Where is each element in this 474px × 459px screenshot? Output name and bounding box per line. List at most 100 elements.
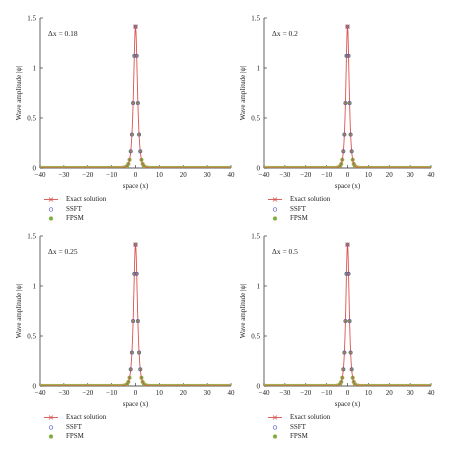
ssft-point	[134, 53, 139, 58]
ssft-point	[349, 149, 354, 154]
dx-annotation: Δx = 0.25	[48, 247, 78, 256]
ssft-point	[128, 149, 133, 154]
x-axis-label: space (x)	[123, 400, 149, 408]
series-ssft	[341, 242, 354, 372]
ssft-marker-icon	[268, 205, 282, 214]
x-tick-label: −20	[82, 171, 93, 179]
series-fpsm	[40, 242, 231, 386]
x-tick-label: 20	[180, 171, 188, 179]
exact-solution-swatch-icon	[268, 413, 282, 422]
ssft-point	[348, 350, 353, 355]
x-tick-label: 30	[204, 389, 212, 397]
x-tick-label: −20	[82, 389, 93, 397]
exact-solution-line	[264, 244, 431, 386]
dx-annotation: Δx = 0.2	[272, 29, 298, 38]
x-tick-label: 10	[365, 389, 373, 397]
series-ssft	[128, 24, 143, 154]
ssft-point	[134, 271, 139, 276]
legend-label: Exact solution	[290, 195, 331, 203]
ssft-point	[345, 24, 350, 29]
x-tick-label: 20	[386, 171, 394, 179]
x-tick-label: 10	[156, 389, 164, 397]
y-tick-label: 0	[257, 383, 261, 391]
legend-label: SSFT	[290, 422, 306, 431]
ssft-point	[342, 132, 347, 137]
x-tick-label: −30	[58, 389, 69, 397]
ssft-point	[132, 53, 137, 58]
exact-solution-line	[40, 26, 231, 168]
x-tick-label: −40	[259, 389, 270, 397]
ssft-point	[343, 319, 348, 323]
ssft-point	[137, 132, 141, 137]
ssft-point	[348, 132, 353, 137]
exact-solution-swatch-icon	[268, 195, 282, 204]
y-tick-label: 1	[257, 65, 261, 73]
legend-label: Exact solution	[290, 413, 331, 421]
fpsm-point	[228, 383, 231, 386]
ssft-marker-icon	[44, 205, 58, 214]
x-tick-label: 0	[346, 389, 350, 397]
fpsm-marker-icon	[44, 214, 58, 223]
y-axis-label: Wave amplitude |ψ|	[239, 284, 247, 338]
ssft-point	[130, 350, 134, 355]
legend-label: Exact solution	[66, 413, 107, 421]
ssft-point	[131, 319, 136, 323]
series-fpsm	[264, 242, 431, 386]
x-axis-label: space (x)	[335, 182, 361, 190]
x-tick-label: 0	[134, 171, 138, 179]
x-tick-label: 20	[180, 389, 188, 397]
y-tick-label: 1	[33, 65, 37, 73]
ssft-marker-icon	[44, 423, 58, 432]
chart-panel-1: −40 −30 −20 −10 0 10 20 30 40 0 0.5 1 1.5 space (x) Wa…	[15, 15, 235, 191]
y-tick-label: 1	[257, 283, 261, 291]
x-tick-label: 40	[228, 171, 236, 179]
x-tick-label: 30	[407, 171, 415, 179]
ssft-point	[138, 149, 143, 154]
legend-label: SSFT	[66, 422, 82, 431]
exact-solution-swatch-icon	[44, 413, 58, 422]
x-tick-label: 10	[365, 171, 373, 179]
ssft-point	[137, 350, 141, 355]
x-tick-label: 40	[428, 389, 436, 397]
ssft-point	[346, 271, 351, 276]
x-tick-label: −10	[106, 171, 117, 179]
ssft-point	[130, 132, 134, 137]
y-tick-label: 0.5	[251, 115, 260, 123]
y-tick-label: 0.5	[251, 333, 260, 341]
y-tick-label: 1.5	[27, 15, 36, 23]
legend-label: FPSM	[66, 214, 84, 222]
legend-label: FPSM	[290, 432, 308, 440]
x-tick-label: 40	[428, 171, 436, 179]
fpsm-marker-icon	[268, 214, 282, 223]
x-tick-label: 0	[134, 389, 138, 397]
ssft-point	[341, 149, 346, 154]
dx-annotation: Δx = 0.18	[48, 29, 78, 38]
x-tick-label: 30	[407, 389, 415, 397]
legend-label: FPSM	[66, 432, 84, 440]
chart-panel-2: −40 −30 −20 −10 0 10 20 30 40 0 0.5 1 1.5 space (x) Wa…	[239, 15, 435, 191]
y-tick-label: 1.5	[27, 233, 36, 241]
x-tick-label: −30	[58, 171, 69, 179]
x-tick-label: −40	[35, 171, 46, 179]
legend-label: SSFT	[290, 204, 306, 213]
plot-area	[264, 242, 431, 386]
ssft-point	[345, 242, 350, 247]
ssft-point	[343, 101, 348, 105]
y-tick-label: 1	[33, 283, 37, 291]
x-tick-label: −10	[106, 389, 117, 397]
plot-area	[40, 242, 231, 386]
y-tick-label: 0	[33, 165, 37, 173]
series-ssft	[128, 242, 143, 372]
x-axis-label: space (x)	[123, 182, 149, 190]
x-tick-label: 10	[156, 171, 164, 179]
ssft-point	[341, 367, 346, 372]
ssft-point	[133, 242, 138, 247]
ssft-point	[344, 53, 349, 58]
ssft-point	[344, 271, 349, 276]
y-tick-label: 1.5	[251, 15, 260, 23]
plot-area	[264, 24, 431, 168]
y-axis-label: Wave amplitude |ψ|	[15, 66, 23, 120]
fpsm-marker-icon	[268, 432, 282, 441]
y-tick-label: 1.5	[251, 233, 260, 241]
